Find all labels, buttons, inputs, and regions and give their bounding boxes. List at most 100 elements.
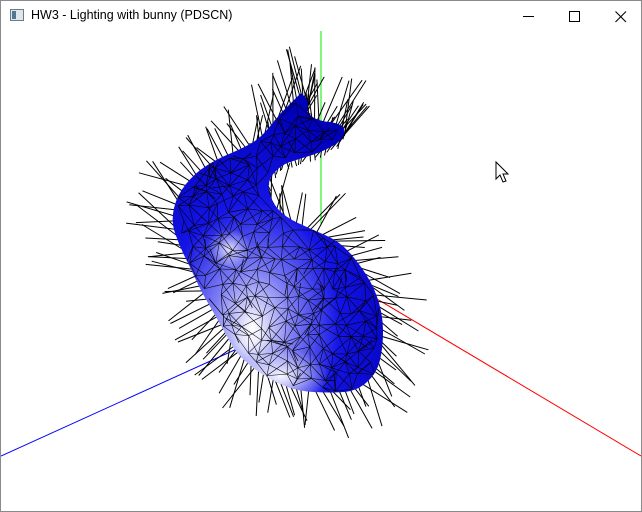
- mesh-edge: [208, 223, 223, 236]
- title-bar[interactable]: HW3 - Lighting with bunny (PDSCN): [1, 1, 641, 31]
- mesh-edge: [270, 142, 286, 158]
- normal-vector: [323, 230, 366, 239]
- mesh-edge: [192, 195, 210, 209]
- mesh-edge: [204, 275, 206, 289]
- mesh-edge: [240, 269, 258, 273]
- mesh-edge: [280, 217, 294, 231]
- mesh-edge: [273, 134, 281, 147]
- mesh-edge: [189, 246, 194, 264]
- mesh-edge: [233, 216, 241, 225]
- mesh-edge: [335, 298, 341, 314]
- mesh-edge: [247, 246, 258, 259]
- normal-vector: [376, 308, 379, 329]
- mesh-edge: [286, 373, 294, 386]
- mesh-edge: [298, 288, 313, 297]
- mesh-edge: [195, 255, 205, 277]
- mesh-edge: [344, 258, 352, 270]
- mesh-edge: [240, 208, 248, 225]
- mesh-edge: [358, 338, 378, 352]
- normal-vector: [206, 191, 216, 200]
- mesh-edge: [217, 216, 235, 219]
- mesh-edge: [235, 334, 249, 336]
- normal-vector: [159, 161, 195, 185]
- normal-vector: [188, 186, 199, 206]
- mesh-edge: [285, 320, 301, 337]
- mesh-edge: [323, 237, 336, 247]
- mesh-edge: [219, 233, 230, 244]
- mesh-edge: [272, 342, 285, 354]
- mesh-edge: [344, 354, 348, 363]
- mesh-edge: [310, 348, 324, 365]
- normal-vector: [356, 362, 371, 374]
- mesh-edge: [235, 269, 247, 287]
- mesh-edge: [271, 340, 273, 354]
- normal-vector: [137, 205, 181, 239]
- mesh-edge: [247, 179, 260, 196]
- mesh-edge: [219, 255, 230, 270]
- maximize-button[interactable]: [551, 1, 597, 31]
- mesh-edge: [256, 354, 259, 363]
- normal-vector: [300, 385, 306, 428]
- mesh-edge: [308, 230, 314, 250]
- mesh-edge: [357, 351, 359, 368]
- mesh-edge: [346, 325, 364, 337]
- mesh-edge: [346, 296, 352, 315]
- normal-vector: [206, 128, 226, 163]
- mesh-edge: [285, 138, 296, 158]
- mesh-edge: [228, 313, 242, 327]
- mesh-edge: [335, 313, 352, 325]
- normal-vector: [135, 220, 178, 224]
- mesh-edge: [311, 259, 314, 269]
- mesh-edge: [292, 229, 310, 251]
- mesh-edge: [345, 277, 361, 288]
- normal-vector: [276, 60, 293, 109]
- normal-vector: [292, 372, 301, 386]
- mesh-edge: [297, 378, 312, 380]
- mesh-edge: [294, 151, 313, 153]
- normal-vector: [240, 259, 244, 272]
- mesh-edge: [365, 295, 374, 302]
- normal-vector: [156, 252, 195, 267]
- mesh-edge: [229, 179, 248, 186]
- mesh-edge: [334, 246, 339, 264]
- mesh-edge: [229, 223, 241, 235]
- mesh-edge: [284, 325, 296, 343]
- mesh-edge: [206, 178, 217, 186]
- minimize-button[interactable]: [505, 1, 551, 31]
- mesh-edge: [256, 353, 273, 363]
- mesh-edge: [249, 164, 257, 186]
- normal-vector: [162, 284, 205, 294]
- close-button[interactable]: [597, 1, 641, 31]
- mesh-edge: [294, 325, 301, 337]
- mesh-edge: [334, 246, 352, 259]
- gl-viewport[interactable]: [1, 31, 641, 511]
- mesh-edge: [248, 352, 259, 355]
- mesh-edge: [246, 281, 259, 287]
- mesh-edge: [297, 364, 311, 369]
- mesh-edge: [208, 207, 210, 224]
- mesh-edge: [297, 259, 313, 269]
- mesh-edge: [357, 373, 375, 375]
- mesh-edge: [311, 259, 325, 269]
- mesh-edge: [217, 203, 219, 219]
- mesh-edge: [233, 216, 243, 237]
- mesh-edge: [338, 325, 347, 337]
- mesh-edge: [292, 350, 311, 365]
- mesh-edge: [268, 307, 276, 328]
- mesh-edge: [282, 229, 294, 247]
- mesh-edge: [243, 184, 257, 192]
- normal-vector: [356, 266, 391, 278]
- mesh-edge: [307, 334, 311, 347]
- mesh-edge: [228, 255, 248, 259]
- normal-vector: [319, 126, 331, 140]
- mesh-edge: [344, 269, 361, 278]
- mesh-edge: [268, 320, 287, 328]
- mesh-edge: [188, 204, 210, 209]
- mesh-edge: [299, 246, 313, 260]
- mesh-edge: [261, 328, 272, 341]
- normal-vector: [335, 80, 367, 129]
- normal-vector: [260, 94, 274, 131]
- mesh-edge: [335, 323, 347, 326]
- mesh-edge: [257, 340, 262, 355]
